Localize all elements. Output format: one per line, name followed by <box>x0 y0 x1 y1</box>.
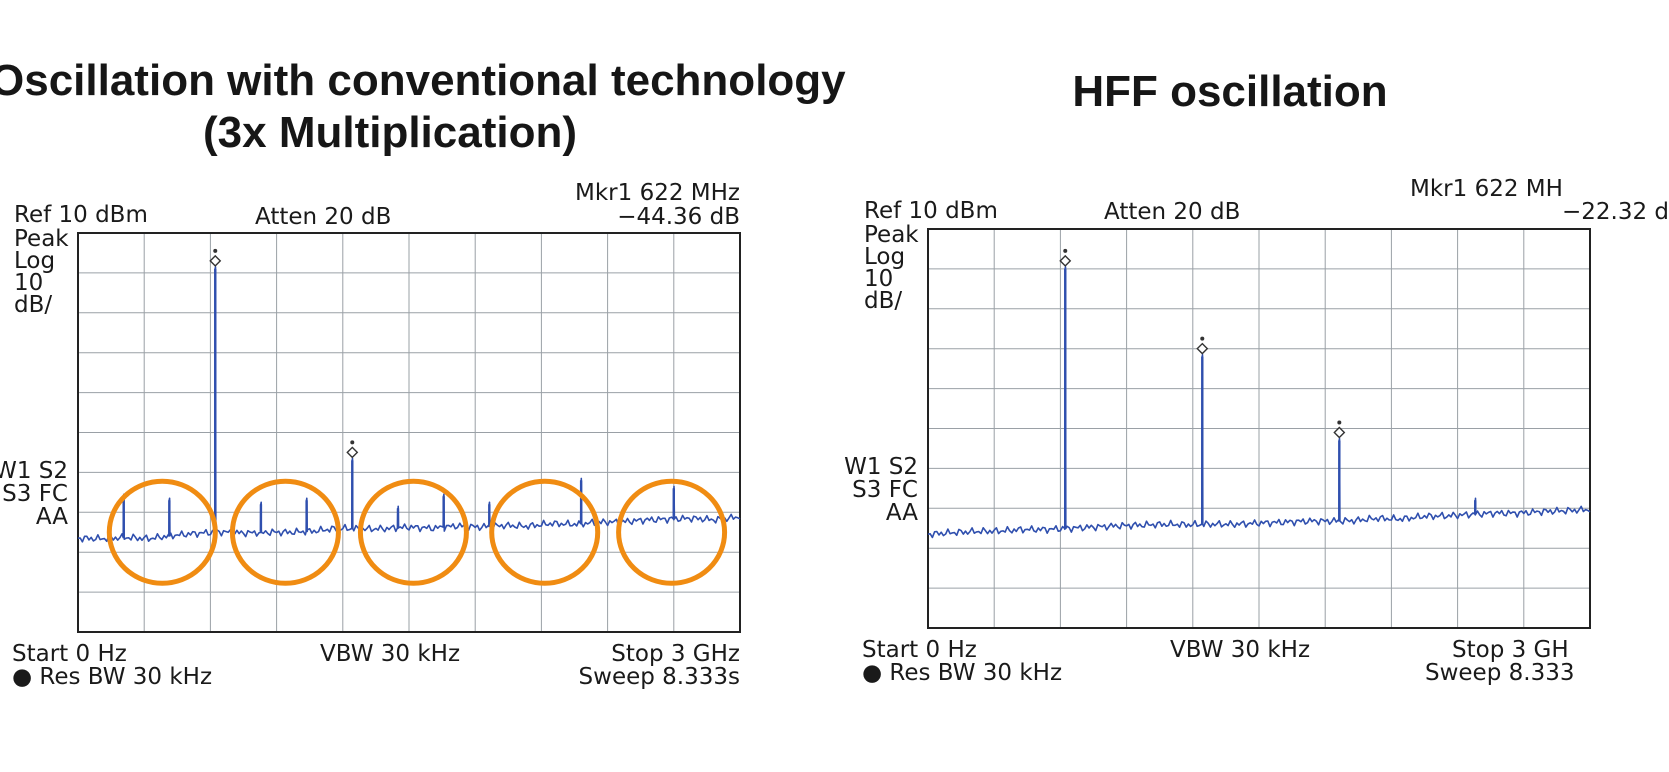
scale-type-label: Log <box>14 248 56 274</box>
scale-value-label: 10 <box>864 266 894 292</box>
marker-dot <box>1063 248 1068 253</box>
marker-dot <box>213 248 218 253</box>
spur-highlight-circle <box>106 478 218 586</box>
marker-diamond <box>346 446 359 459</box>
title-left-line1: Oscillation with conventional technology <box>0 56 846 105</box>
title-left-line2: (3x Multiplication) <box>203 108 577 157</box>
marker-frequency-label: Mkr1 622 MH <box>1410 176 1563 202</box>
marker-diamond <box>1059 254 1072 267</box>
chart-title-left: Oscillation with conventional technology… <box>0 55 846 159</box>
detector-label: Peak <box>864 222 919 248</box>
marker-diamond <box>1333 426 1346 439</box>
marker-diamond <box>209 254 222 267</box>
resolution-bandwidth-label: ● Res BW 30 kHz <box>12 664 213 690</box>
attenuation-label: Atten 20 dB <box>1104 199 1241 225</box>
trigger-mode-label: S3 FC <box>852 477 918 503</box>
sweep-time-label: Sweep 8.333s <box>578 664 740 690</box>
sweep-time-label: Sweep 8.333 <box>1425 660 1575 686</box>
scale-unit-label: dB/ <box>864 288 903 314</box>
video-bandwidth-label: VBW 30 kHz <box>320 641 461 667</box>
marker-dot <box>350 440 355 445</box>
plot-frame <box>77 232 741 633</box>
scale-type-label: Log <box>864 244 906 270</box>
marker-amplitude-label: −22.32 d <box>1561 199 1669 225</box>
attenuation-label: Atten 20 dB <box>255 204 392 230</box>
resolution-bandwidth-label: ● Res BW 30 kHz <box>862 660 1063 686</box>
stop-frequency-label: Stop 3 GHz <box>611 641 740 667</box>
start-frequency-label: Start 0 Hz <box>862 637 977 663</box>
average-mode-label: AA <box>35 504 68 530</box>
stop-frequency-label: Stop 3 GH <box>1452 637 1569 663</box>
spectrum-panel-left <box>77 232 741 633</box>
spur-highlight-circle <box>616 478 728 586</box>
spur-highlight-circle <box>489 478 601 586</box>
marker-frequency-label: Mkr1 622 MHz <box>575 180 740 206</box>
spectrum-panel-right <box>927 228 1591 629</box>
marker-dot <box>1200 336 1205 341</box>
ref-level-label: Ref 10 dBm <box>864 198 998 224</box>
trigger-mode-label: S3 FC <box>2 481 68 507</box>
start-frequency-label: Start 0 Hz <box>12 641 127 667</box>
spur-highlight-circle <box>357 478 469 586</box>
detector-label: Peak <box>14 226 69 252</box>
trace-mode-label: W1 S2 <box>0 458 68 484</box>
marker-diamond <box>1196 342 1209 355</box>
chart-title-right: HFF oscillation <box>1072 67 1388 116</box>
scale-unit-label: dB/ <box>14 292 53 318</box>
video-bandwidth-label: VBW 30 kHz <box>1170 637 1311 663</box>
spur-highlight-circle <box>229 478 341 586</box>
scale-value-label: 10 <box>14 270 44 296</box>
average-mode-label: AA <box>885 500 918 526</box>
marker-dot <box>1337 420 1342 425</box>
trace-mode-label: W1 S2 <box>844 454 918 480</box>
marker-amplitude-label: −44.36 dB <box>617 204 740 230</box>
plot-frame <box>927 228 1591 629</box>
ref-level-label: Ref 10 dBm <box>14 202 148 228</box>
